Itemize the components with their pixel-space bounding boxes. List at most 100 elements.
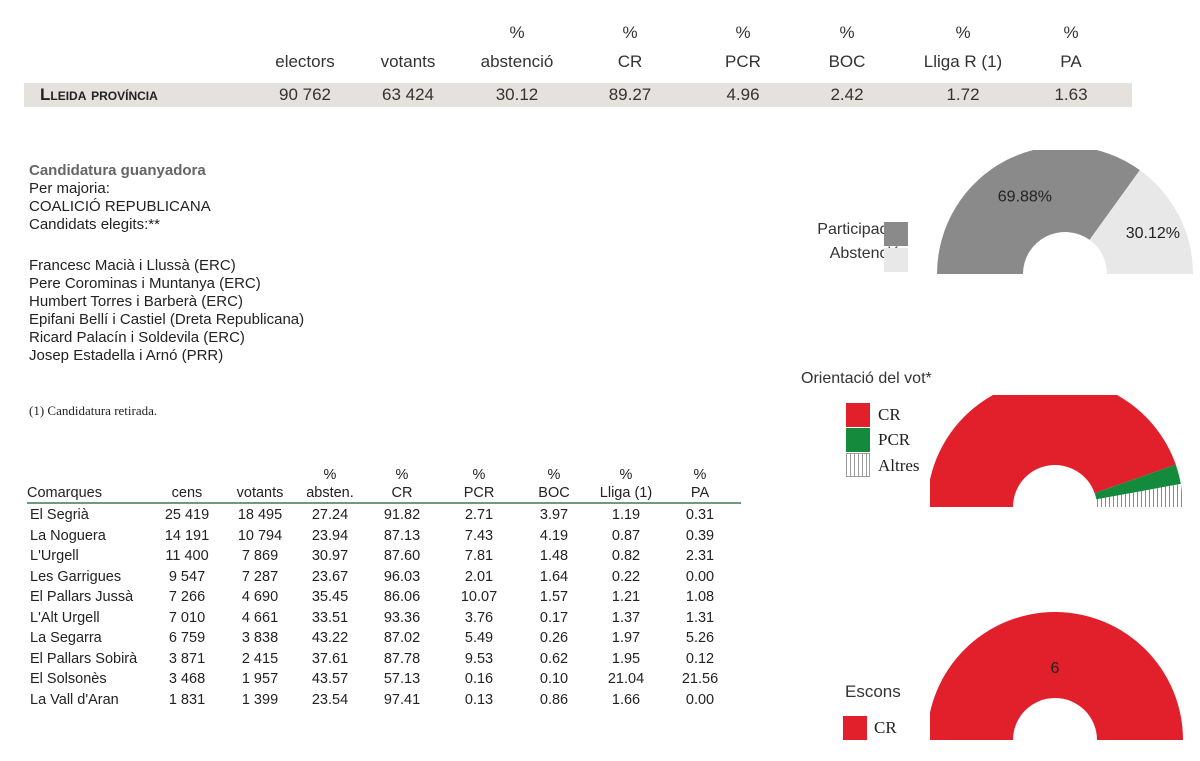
table-cell: 3.97 [539,507,569,523]
table-cell: 3 468 [168,671,206,687]
table-cell: 2.01 [464,568,494,585]
table-cell: 0.31 [685,507,715,523]
column-header: % CR [374,466,430,502]
table-cell: 33.51 [311,609,349,626]
column-header-label: PA [690,485,710,501]
table-cell: 1.95 [611,650,641,667]
legend-altres-swatch [846,453,870,477]
participation-chart: 69.88% 30.12% [937,150,1193,274]
column-header-pct [27,466,155,484]
summary-header-label: abstenció [480,52,554,71]
legend-pcr-label: PCR [878,430,911,449]
table-cell: 11 400 [165,548,209,564]
slice-seats-cr [930,612,1183,740]
table-cell: 0.10 [539,671,569,687]
table-cell: 2.31 [685,548,715,564]
table-cell: 5.49 [464,630,494,646]
table-cell: 2.71 [464,507,494,523]
table-cell: 5.26 [685,630,715,646]
table-cell: 1.21 [611,589,641,605]
legend-participacio-swatch [884,222,908,246]
summary-header-pct [348,20,468,46]
table-cell: 21.04 [607,671,645,687]
vote-chart-title: Orientació del vot* [801,370,932,387]
summary-value: 89.27 [608,85,652,104]
table-cell: 0.16 [464,671,494,687]
table-cell: 25 419 [164,507,210,523]
summary-row-label: Lleida província [40,85,158,104]
candidate: Josep Estadella i Arnó (PRR) [29,347,224,364]
table-cell: 0.00 [685,568,715,585]
table-cell: 37.61 [311,650,349,667]
table-cell: 10 794 [237,527,283,544]
column-header-pct: % [323,467,337,483]
column-header: % PA [677,466,723,502]
table-cell: 23.67 [311,568,349,585]
table-cell: 0.22 [611,568,641,585]
header-rule [27,502,741,504]
vote-orientation-chart [930,395,1183,507]
table-cell: 35.45 [311,589,349,605]
summary-value: 4.96 [726,85,760,104]
table-cell: 6 759 [168,630,206,646]
legend-seats-cr-label: CR [874,718,897,737]
table-cell: 96.03 [383,568,421,585]
summary-header-pct: % [622,23,638,42]
column-header-label: PCR [463,485,495,501]
slice-altres [1096,483,1183,507]
summary-value: 30.12 [495,85,539,104]
abstencio-value-label: 30.12% [1126,225,1180,242]
table-cell: 3 838 [241,630,279,646]
table-cell: 93.36 [383,609,421,626]
summary-header-label: electors [275,52,335,71]
column-header: Comarques [27,466,155,502]
legend-altres-label: Altres [878,456,920,475]
summary-header-cell: % BOC [787,20,907,75]
summary-value: 2.42 [830,85,864,104]
slice-cr [930,395,1176,507]
comarca-name: El Pallars Jussà [30,589,134,605]
comarca-name: El Pallars Sobirà [30,650,138,667]
comarca-name: La Vall d'Aran [30,691,119,708]
column-header: cens [155,466,219,502]
table-cell: 87.13 [383,527,421,544]
table-cell: 57.13 [383,671,421,687]
table-cell: 0.00 [685,691,715,708]
comarca-name: El Segrià [30,507,89,523]
table-cell: 4 690 [241,589,279,605]
footnote: (1) Candidatura retirada. [29,403,158,418]
table-cell: 1.66 [611,691,641,708]
table-cell: 1.37 [611,609,641,626]
seats-chart: 6 [930,612,1183,740]
elected-label: Candidats elegits:** [29,216,160,233]
winner-block: Candidatura guanyadora Per majoria: COAL… [29,162,211,234]
table-cell: 7.43 [464,527,494,544]
seats-value-label: 6 [1051,660,1060,677]
legend-seats-cr-swatch [843,716,867,740]
summary-header-pct: % [509,23,525,42]
summary-header-label: votants [380,52,436,71]
table-cell: 1 831 [168,691,206,708]
participacio-value-label: 69.88% [998,189,1052,206]
table-cell: 1.31 [685,609,715,626]
table-cell: 23.54 [311,691,349,708]
candidates-list: Francesc Macià i Llussà (ERC) Pere Corom… [29,257,304,365]
column-header-pct: % [619,467,633,483]
table-cell: 9 547 [168,568,206,585]
column-header-pct: % [472,467,486,483]
table-cell: 3.76 [464,609,494,626]
comarca-name: L'Urgell [30,548,79,564]
winner-type: Per majoria: [29,180,110,197]
comarca-name: La Noguera [30,527,106,544]
summary-header-pct: % [735,23,751,42]
legend-participacio-label: Participació [817,221,900,238]
table-cell: 23.94 [311,527,349,544]
table-cell: 43.57 [311,671,349,687]
column-header-label: BOC [538,485,570,501]
table-cell: 87.02 [383,630,421,646]
table-cell: 9.53 [464,650,494,667]
table-cell: 27.24 [311,507,349,523]
summary-header-cell: % PA [1011,20,1131,75]
summary-header-label: PA [1060,52,1082,71]
table-cell: 4 661 [241,609,279,626]
